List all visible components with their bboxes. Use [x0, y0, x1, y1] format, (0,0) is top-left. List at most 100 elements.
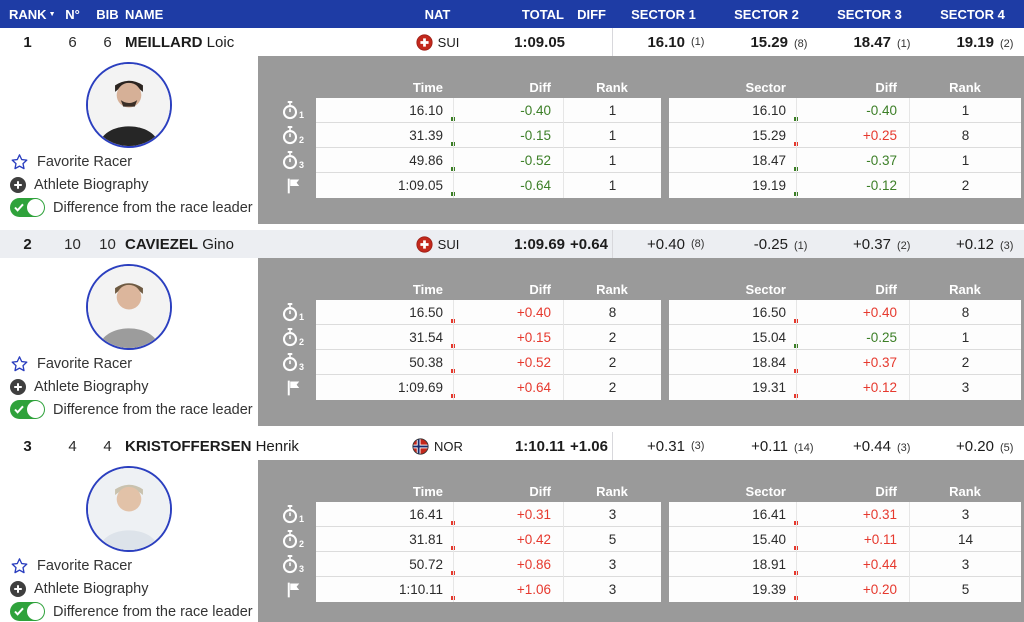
time-row: 16.50 +0.40 8: [316, 300, 661, 325]
stopwatch-2-icon: 2: [270, 527, 316, 552]
diff-from-leader-toggle[interactable]: Difference from the race leader: [10, 602, 253, 621]
start-number-cell: 4: [68, 437, 77, 455]
star-icon: [11, 154, 28, 170]
intermediate-icons: 1 2 3: [270, 460, 316, 622]
racer-name: CAVIEZEL Gino: [125, 235, 234, 253]
sector1-summary: +0.31 (3): [612, 432, 715, 460]
athlete-biography-button[interactable]: Athlete Biography: [10, 379, 148, 395]
racer-detail-panel: Favorite Racer Athlete Biography Differe…: [0, 460, 1024, 622]
sector1-summary: +0.40 (8): [612, 230, 715, 258]
start-number-cell: 6: [68, 33, 77, 51]
time-row: 31.54 +0.15 2: [316, 325, 661, 350]
sector3-summary: +0.37 (2): [853, 235, 911, 253]
rank-cell: 3: [23, 437, 32, 455]
flag-sui-icon: [416, 235, 433, 253]
bib-cell: 10: [99, 235, 116, 253]
intermediates-panel: 1 2 3 Time Diff Rank 16.50 +0.40 8 31.54 +0.1…: [258, 258, 1024, 426]
racer-name: MEILLARD Loic: [125, 33, 235, 51]
header-sector1: SECTOR 1: [631, 6, 696, 22]
sector-table: Sector Diff Rank 16.50 +0.40 8 15.04 -0.25 1 1…: [669, 278, 1021, 426]
racer-detail-panel: Favorite Racer Athlete Biography Differe…: [0, 258, 1024, 426]
sector-row: 15.29 +0.25 8: [669, 123, 1021, 148]
stopwatch-3-icon: 3: [270, 552, 316, 577]
sector-row: 19.31 +0.12 3: [669, 375, 1021, 400]
time-row: 16.10 -0.40 1: [316, 98, 661, 123]
header-rank[interactable]: RANK ▼: [9, 6, 56, 22]
toggle-on-icon[interactable]: [10, 602, 45, 621]
sector-row: 16.50 +0.40 8: [669, 300, 1021, 325]
rank-cell: 1: [23, 33, 32, 51]
sector-table: Sector Diff Rank 16.41 +0.31 3 15.40 +0.11 14 …: [669, 480, 1021, 622]
racer-summary-row[interactable]: 3 4 4 KRISTOFFERSEN Henrik NOR 1:10.11 +…: [0, 432, 1024, 460]
sector-row: 15.40 +0.11 14: [669, 527, 1021, 552]
intermediate-icons: 1 2 3: [270, 56, 316, 224]
sector2-summary: -0.25 (1): [753, 235, 808, 253]
total-time-cell: 1:09.69: [514, 235, 565, 253]
time-row: 50.38 +0.52 2: [316, 350, 661, 375]
start-number-cell: 10: [64, 235, 81, 253]
sector4-summary: 19.19 (2): [956, 33, 1014, 51]
stopwatch-3-icon: 3: [270, 350, 316, 375]
athlete-biography-button[interactable]: Athlete Biography: [10, 177, 148, 193]
results-table-header: RANK ▼ N° BIB NAME NAT TOTAL DIFF SECTOR …: [0, 0, 1024, 28]
time-row: 1:09.69 +0.64 2: [316, 375, 661, 400]
sector-table: Sector Diff Rank 16.10 -0.40 1 15.29 +0.25 8 1…: [669, 76, 1021, 224]
block-divider: [0, 224, 1024, 230]
racer-sidebar: Favorite Racer Athlete Biography Differe…: [0, 460, 258, 622]
athlete-biography-button[interactable]: Athlete Biography: [10, 581, 148, 597]
sector3-summary: 18.47 (1): [853, 33, 911, 51]
finish-flag-icon: [270, 173, 316, 198]
time-row: 31.81 +0.42 5: [316, 527, 661, 552]
racer-block: 2 10 10 CAVIEZEL Gino SUI 1:09.69 +0.64 …: [0, 230, 1024, 426]
header-name: NAME: [125, 6, 164, 22]
nationality-cell: SUI: [405, 33, 470, 51]
header-sector4: SECTOR 4: [940, 6, 1005, 22]
racer-detail-panel: Favorite Racer Athlete Biography Differe…: [0, 56, 1024, 224]
sector4-summary: +0.20 (5): [956, 437, 1014, 455]
favorite-racer-button[interactable]: Favorite Racer: [10, 557, 132, 575]
time-table: Time Diff Rank 16.50 +0.40 8 31.54 +0.15 2 50.…: [316, 278, 661, 426]
racer-sidebar: Favorite Racer Athlete Biography Differe…: [0, 56, 258, 224]
stopwatch-2-icon: 2: [270, 123, 316, 148]
intermediates-panel: 1 2 3 Time Diff Rank 16.41 +0.31 3 31.81 +0.4…: [258, 460, 1024, 622]
intermediate-icons: 1 2 3: [270, 258, 316, 426]
sector-row: 18.84 +0.37 2: [669, 350, 1021, 375]
time-row: 49.86 -0.52 1: [316, 148, 661, 173]
time-row: 31.39 -0.15 1: [316, 123, 661, 148]
sector4-summary: +0.12 (3): [956, 235, 1014, 253]
diff-from-leader-toggle[interactable]: Difference from the race leader: [10, 198, 253, 217]
block-divider: [0, 426, 1024, 432]
rank-cell: 2: [23, 235, 32, 253]
toggle-on-icon[interactable]: [10, 198, 45, 217]
flag-sui-icon: [416, 33, 433, 51]
flag-nor-icon: [412, 437, 429, 455]
stopwatch-1-icon: 1: [270, 98, 316, 123]
time-row: 50.72 +0.86 3: [316, 552, 661, 577]
stopwatch-3-icon: 3: [270, 148, 316, 173]
favorite-racer-button[interactable]: Favorite Racer: [10, 153, 132, 171]
toggle-on-icon[interactable]: [10, 400, 45, 419]
header-diff: DIFF: [577, 6, 606, 22]
diff-from-leader-toggle[interactable]: Difference from the race leader: [10, 400, 253, 419]
sector-row: 16.10 -0.40 1: [669, 98, 1021, 123]
racer-summary-row[interactable]: 1 6 6 MEILLARD Loic SUI 1:09.05 16.10 (1)…: [0, 28, 1024, 56]
sector-row: 18.47 -0.37 1: [669, 148, 1021, 173]
sector-row: 19.39 +0.20 5: [669, 577, 1021, 602]
favorite-racer-button[interactable]: Favorite Racer: [10, 355, 132, 373]
header-sector2: SECTOR 2: [734, 6, 799, 22]
header-bib: BIB: [96, 6, 119, 22]
star-icon: [11, 356, 28, 372]
bib-cell: 6: [103, 33, 112, 51]
star-icon: [11, 558, 28, 574]
stopwatch-2-icon: 2: [270, 325, 316, 350]
plus-circle-icon: [10, 177, 26, 193]
header-nat: NAT: [424, 6, 451, 22]
bib-cell: 4: [103, 437, 112, 455]
sector3-summary: +0.44 (3): [853, 437, 911, 455]
finish-flag-icon: [270, 375, 316, 400]
racer-name: KRISTOFFERSEN Henrik: [125, 437, 299, 455]
racer-summary-row[interactable]: 2 10 10 CAVIEZEL Gino SUI 1:09.69 +0.64 …: [0, 230, 1024, 258]
sort-desc-icon: ▼: [48, 10, 56, 18]
sector1-summary: 16.10 (1): [612, 28, 715, 56]
sector2-summary: 15.29 (8): [750, 33, 808, 51]
